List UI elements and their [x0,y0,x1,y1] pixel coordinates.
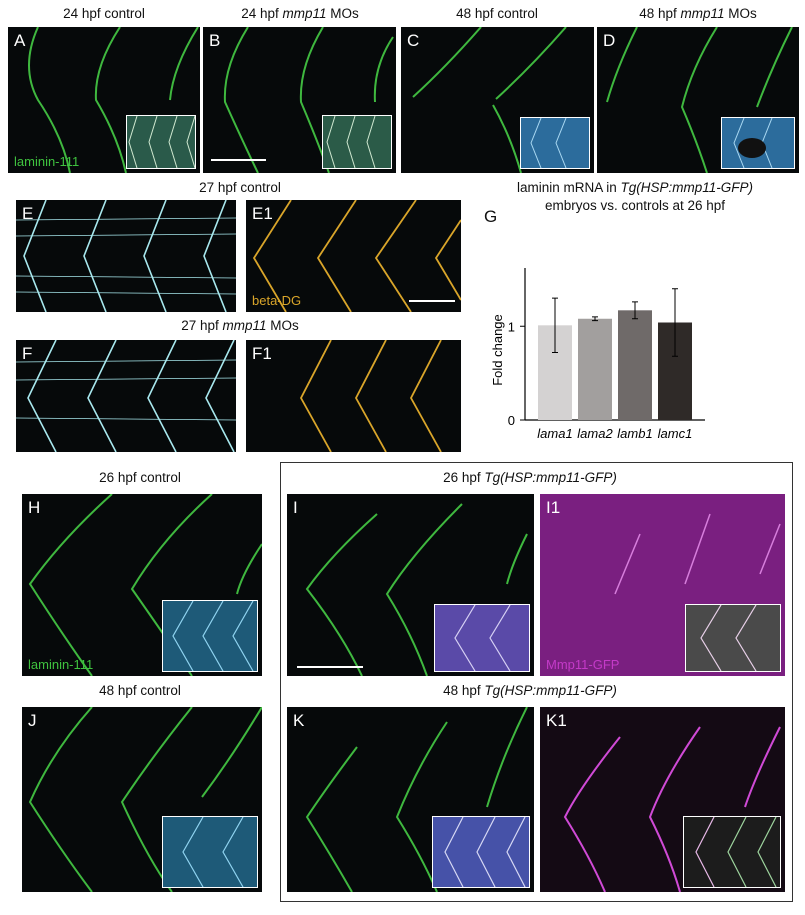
chart-title-line2: embryos vs. controls at 26 hpf [544,198,726,213]
scale-bar [211,159,266,161]
panel-j: J [22,707,262,892]
panel-e1: E1 beta-DG [246,200,461,312]
caption-tg26: 26 hpf Tg(HSP:mmp11-GFP) [443,470,617,485]
panel-letter: F [22,344,33,363]
caption-b: 24 hpf mmp11 MOs [241,6,359,21]
inset-image [162,600,258,672]
panel-letter: I1 [546,498,561,517]
panel-letter: K1 [546,711,567,730]
panel-i1: I1 Mmp11-GFP [540,494,785,676]
panel-letter: D [603,31,616,50]
panel-letter: E1 [252,204,273,223]
category-label: lamc1 [658,426,693,441]
inset-image [126,115,196,169]
y-tick-label: 1 [508,319,515,334]
inset-image [721,117,795,169]
panel-letter: A [14,31,26,50]
panel-c: C [401,27,594,173]
stain-label: beta-DG [252,293,302,308]
panel-letter: B [209,31,221,50]
panel-f1: F1 [246,340,461,452]
panel-letter: E [22,204,34,223]
panel-d: D [597,27,799,173]
y-tick-label: 0 [508,413,515,428]
panel-letter: K [293,711,305,730]
caption-a: 24 hpf control [63,6,145,21]
stain-label: laminin-111 [28,657,94,672]
panel-letter: C [407,31,420,50]
panel-a: A laminin-111 [8,27,200,173]
bar [578,318,612,420]
panel-letter: F1 [252,344,272,363]
stain-label: laminin-111 [14,154,80,169]
inset-image [520,117,590,169]
category-label: lama2 [577,426,613,441]
inset-image [432,816,530,888]
caption-c: 48 hpf control [456,6,538,21]
panel-letter: I [293,498,298,517]
caption-27-control: 27 hpf control [199,180,281,195]
chart-title-line1: laminin mRNA in Tg(HSP:mmp11-GFP) [516,180,754,195]
inset-image [434,604,530,672]
panel-letter: H [28,498,41,517]
scale-bar [297,666,363,668]
panel-e: E [16,200,236,312]
inset-image [685,604,781,672]
caption-27-mo: 27 hpf mmp11 MOs [181,318,299,333]
chart-letter: G [484,207,498,226]
caption-d: 48 hpf mmp11 MOs [639,6,757,21]
panel-k1: K1 [540,707,785,892]
inset-image [322,115,392,169]
panel-k: K [287,707,534,892]
category-label: lama1 [537,426,572,441]
panel-b: B [203,27,396,173]
scale-bar [409,300,455,302]
category-label: lamb1 [617,426,652,441]
inset-image [683,816,781,888]
panel-letter: J [28,711,37,730]
inset-image [162,816,258,888]
bar [618,310,652,420]
stain-label: Mmp11-GFP [546,657,620,672]
panel-i: I [287,494,534,676]
tg-group-box [280,462,793,902]
y-axis-label: Fold change [490,314,505,386]
panel-f: F [16,340,236,452]
panel-h: H laminin-111 [22,494,262,676]
caption-h: 26 hpf control [99,470,181,485]
caption-tg48: 48 hpf Tg(HSP:mmp11-GFP) [443,683,617,698]
caption-j: 48 hpf control [99,683,181,698]
